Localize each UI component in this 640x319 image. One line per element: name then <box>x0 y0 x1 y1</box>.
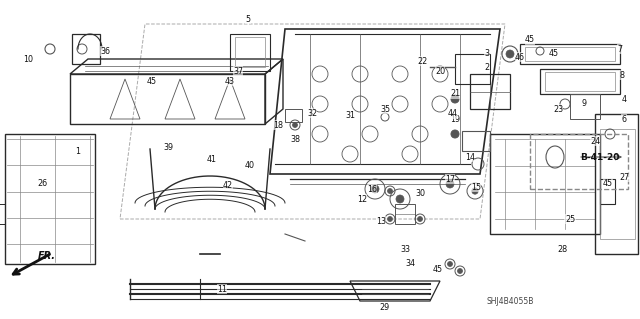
Text: 45: 45 <box>433 264 443 273</box>
Text: 25: 25 <box>565 214 575 224</box>
Circle shape <box>472 188 478 194</box>
Text: 20: 20 <box>435 66 445 76</box>
Text: 41: 41 <box>207 154 217 164</box>
Text: 13: 13 <box>376 217 386 226</box>
Text: 39: 39 <box>163 143 173 152</box>
Text: FR.: FR. <box>38 251 56 261</box>
Text: 17: 17 <box>445 174 455 183</box>
Text: 23: 23 <box>553 105 563 114</box>
Circle shape <box>292 122 298 128</box>
Text: 7: 7 <box>618 44 623 54</box>
Text: 22: 22 <box>417 56 427 65</box>
Text: B-41-20: B-41-20 <box>580 152 620 161</box>
Text: 36: 36 <box>100 47 110 56</box>
Text: 26: 26 <box>37 179 47 188</box>
Circle shape <box>387 217 392 221</box>
Text: 4: 4 <box>621 94 627 103</box>
Text: 45: 45 <box>549 49 559 58</box>
Text: 32: 32 <box>307 108 317 117</box>
Text: 33: 33 <box>400 244 410 254</box>
Text: 16: 16 <box>367 184 377 194</box>
Text: 11: 11 <box>217 285 227 293</box>
Text: 34: 34 <box>405 259 415 269</box>
Text: 24: 24 <box>590 137 600 145</box>
Text: 5: 5 <box>245 14 251 24</box>
Text: 1: 1 <box>76 147 81 157</box>
Circle shape <box>417 217 422 221</box>
Text: 21: 21 <box>450 90 460 99</box>
Text: 28: 28 <box>557 244 567 254</box>
Text: 37: 37 <box>233 66 243 76</box>
Circle shape <box>446 180 454 188</box>
Circle shape <box>451 130 459 138</box>
Circle shape <box>387 189 392 194</box>
Circle shape <box>447 262 452 266</box>
Text: 29: 29 <box>380 302 390 311</box>
Text: 31: 31 <box>345 112 355 121</box>
Text: 14: 14 <box>465 152 475 161</box>
Text: SHJ4B4055B: SHJ4B4055B <box>486 296 534 306</box>
Text: 3: 3 <box>484 49 490 58</box>
Text: 38: 38 <box>290 135 300 144</box>
Circle shape <box>506 50 514 58</box>
Text: 45: 45 <box>525 35 535 44</box>
Text: 10: 10 <box>23 56 33 64</box>
Text: 46: 46 <box>515 53 525 62</box>
Text: 35: 35 <box>380 105 390 114</box>
Text: 6: 6 <box>621 115 627 123</box>
Text: 18: 18 <box>273 121 283 130</box>
Text: 9: 9 <box>581 100 587 108</box>
Text: 45: 45 <box>603 180 613 189</box>
Text: 27: 27 <box>620 173 630 182</box>
Text: 2: 2 <box>484 63 490 71</box>
Text: 15: 15 <box>471 182 481 191</box>
Circle shape <box>458 269 463 273</box>
Text: 43: 43 <box>225 77 235 85</box>
Text: 42: 42 <box>223 181 233 189</box>
Text: 45: 45 <box>147 77 157 85</box>
Text: 19: 19 <box>450 115 460 123</box>
Text: 30: 30 <box>415 189 425 197</box>
Text: 8: 8 <box>620 70 625 79</box>
Circle shape <box>451 95 459 103</box>
Text: 40: 40 <box>245 161 255 170</box>
Circle shape <box>371 185 379 193</box>
Text: 44: 44 <box>448 109 458 118</box>
Text: 12: 12 <box>357 195 367 204</box>
Circle shape <box>396 195 404 203</box>
